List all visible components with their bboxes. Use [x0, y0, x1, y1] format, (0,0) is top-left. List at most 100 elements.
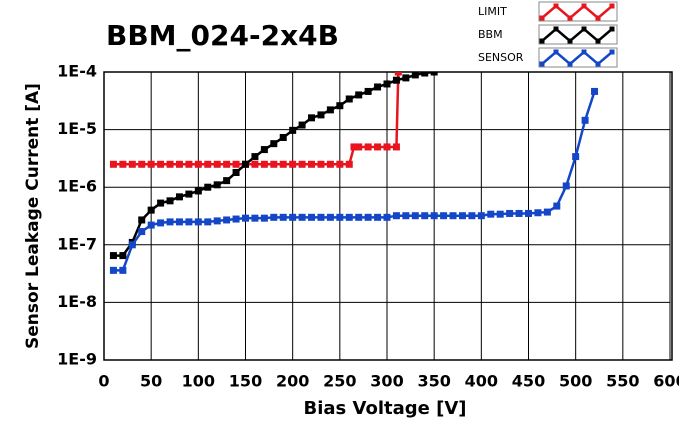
y-axis-label: Sensor Leakage Current [A] [23, 83, 43, 349]
data-point [326, 106, 334, 114]
legend-marker [539, 61, 545, 67]
data-point [213, 160, 221, 168]
data-point [279, 213, 287, 221]
data-point [213, 217, 221, 225]
data-point [289, 213, 297, 221]
data-point [355, 213, 363, 221]
data-point [204, 218, 212, 226]
data-point [430, 72, 438, 76]
data-point [317, 111, 325, 119]
data-point [119, 252, 127, 260]
x-tick-label: 150 [229, 372, 262, 391]
legend-label: BBM [478, 28, 503, 41]
data-point [147, 206, 155, 214]
x-tick-label: 600 [653, 372, 679, 391]
x-tick-label: 100 [182, 372, 215, 391]
data-point [383, 143, 391, 151]
legend-marker [567, 61, 573, 67]
data-point [496, 210, 504, 218]
y-tick-label: 1E-4 [57, 62, 97, 81]
data-point [553, 202, 561, 210]
data-point [440, 212, 448, 220]
x-tick-label: 350 [417, 372, 450, 391]
data-point [260, 214, 268, 222]
legend-marker [595, 61, 601, 67]
data-point [411, 212, 419, 220]
data-point [279, 160, 287, 168]
data-point [308, 114, 316, 122]
data-point [298, 121, 306, 129]
data-point [458, 212, 466, 220]
data-point [317, 213, 325, 221]
legend: LIMIT BBM SENSOR [470, 0, 620, 70]
data-point [383, 80, 391, 88]
data-point [562, 182, 570, 190]
data-point [204, 183, 212, 191]
data-point [394, 72, 402, 76]
data-point [326, 213, 334, 221]
data-point [232, 160, 240, 168]
data-point [270, 140, 278, 148]
data-point [185, 218, 193, 226]
data-point [345, 160, 353, 168]
data-point [185, 190, 193, 198]
legend-marker [553, 26, 559, 32]
x-axis-label: Bias Voltage [V] [304, 398, 467, 419]
data-point [157, 160, 165, 168]
data-point [525, 209, 532, 217]
x-tick-label: 550 [606, 372, 639, 391]
data-point [345, 95, 353, 103]
data-point [175, 218, 183, 226]
data-point [298, 160, 306, 168]
y-tick-label: 1E-6 [57, 177, 97, 196]
data-point [392, 143, 400, 151]
data-point [147, 221, 155, 229]
x-tick-label: 400 [465, 372, 498, 391]
data-point [543, 208, 551, 216]
data-point [251, 160, 259, 168]
legend-marker [609, 26, 615, 32]
data-point [175, 160, 183, 168]
data-point [138, 216, 146, 224]
data-point [166, 160, 174, 168]
data-point [591, 87, 599, 95]
legend-marker [553, 3, 559, 9]
data-point [345, 213, 353, 221]
data-point [223, 177, 231, 185]
data-point [128, 241, 136, 249]
data-point [364, 143, 372, 151]
data-point [242, 160, 249, 168]
x-tick-label: 500 [559, 372, 592, 391]
legend-marker [553, 49, 559, 55]
data-point [175, 193, 183, 201]
data-point [534, 209, 542, 217]
y-tick-label: 1E-9 [57, 350, 97, 369]
data-point [260, 146, 268, 154]
legend-marker [539, 15, 545, 21]
data-point [572, 153, 580, 161]
data-point [147, 160, 155, 168]
data-point [355, 91, 363, 99]
data-point [109, 160, 117, 168]
data-point [477, 212, 485, 220]
data-point [326, 160, 334, 168]
data-point [487, 210, 495, 218]
legend-label: LIMIT [478, 5, 507, 18]
data-point [421, 212, 429, 220]
data-point [204, 160, 212, 168]
data-point [350, 143, 358, 151]
data-point [213, 181, 221, 189]
data-point [336, 213, 344, 221]
y-tick-label: 1E-5 [57, 119, 97, 138]
data-point [185, 160, 193, 168]
data-point [374, 83, 382, 91]
data-point [289, 160, 297, 168]
x-tick-label: 50 [140, 372, 162, 391]
data-point [279, 133, 287, 141]
data-point [119, 160, 127, 168]
x-tick-label: 250 [323, 372, 356, 391]
data-point [374, 143, 382, 151]
data-point [232, 215, 240, 223]
